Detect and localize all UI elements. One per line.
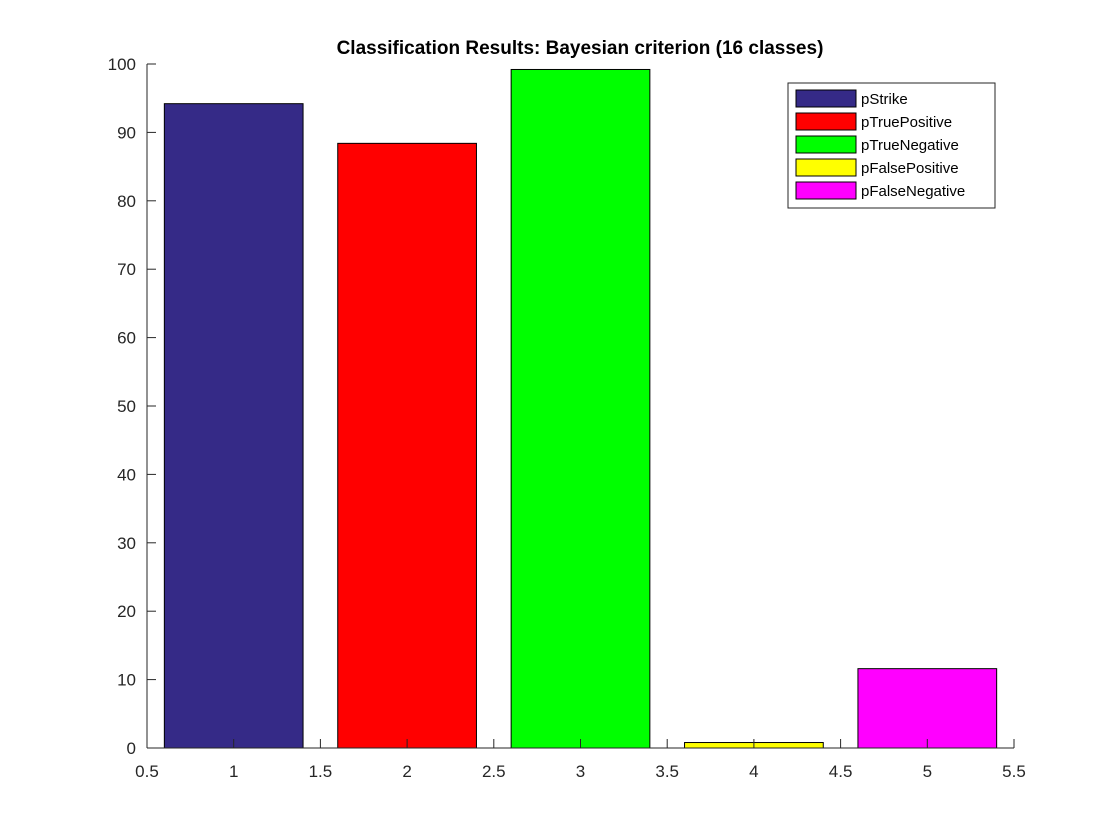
x-tick-label: 2 [402,762,411,781]
x-tick-label: 0.5 [135,762,159,781]
y-tick-label: 90 [117,123,136,142]
legend: pStrike pTruePositive pTrueNegative pFalseP… [787,82,996,209]
legend-swatch-pFalseNegative [795,181,857,200]
bar-pTruePositive [337,142,477,749]
legend-label-pTruePositive: pTruePositive [861,114,952,131]
legend-label-pStrike: pStrike [861,91,908,108]
y-tick-label: 50 [117,397,136,416]
y-tick-label: 30 [117,534,136,553]
y-tick-label: 10 [117,671,136,690]
y-tick-label: 60 [117,329,136,348]
bar-pFalseNegative [857,668,998,749]
legend-label-pFalsePositive: pFalsePositive [861,160,959,177]
chart-title: Classification Results: Bayesian criteri… [337,38,824,59]
x-tick-label: 2.5 [482,762,506,781]
y-tick-label: 0 [127,739,136,758]
legend-swatch-pTruePositive [795,112,857,131]
bar-pStrike [163,103,304,749]
y-tick-label: 20 [117,602,136,621]
x-tick-label: 3 [576,762,585,781]
x-tick-label: 4.5 [829,762,853,781]
x-tick-label: 4 [749,762,758,781]
legend-label-pFalseNegative: pFalseNegative [861,183,965,200]
y-tick-label: 80 [117,192,136,211]
y-tick-label: 100 [108,55,136,74]
x-tick-label: 1 [229,762,238,781]
plot-axes: 0.5 1 1.5 2 2.5 3 3.5 4 4.5 5 5.5 0 10 20 30 40 50 60 70 80… [108,55,1026,781]
y-tick-label: 40 [117,465,136,484]
legend-swatch-pTrueNegative [795,135,857,154]
x-tick-label: 3.5 [655,762,679,781]
y-tick-label: 70 [117,260,136,279]
x-tick-label: 5 [923,762,932,781]
legend-label-pTrueNegative: pTrueNegative [861,137,959,154]
x-tick-label: 5.5 [1002,762,1026,781]
x-tick-label: 1.5 [309,762,333,781]
legend-swatch-pFalsePositive [795,158,857,177]
bar-pTrueNegative [510,68,651,749]
plot-bars [163,68,998,749]
legend-swatch-pStrike [795,89,857,108]
